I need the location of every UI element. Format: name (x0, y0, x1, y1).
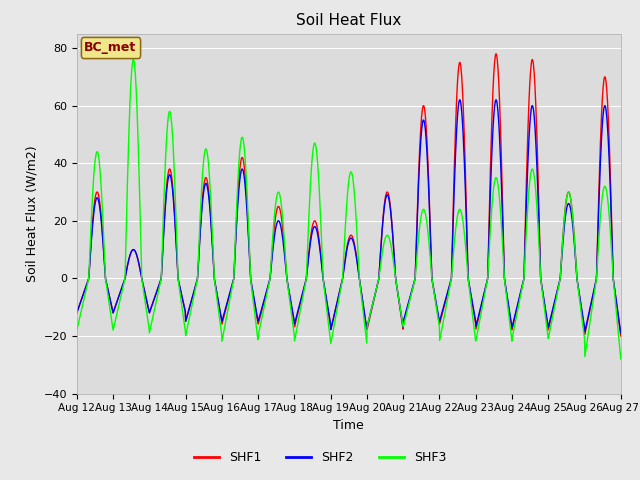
SHF3 (505, 310, 513, 316)
SHF1 (194, 272, 202, 277)
Legend: BC_met: BC_met (81, 37, 140, 58)
SHF3 (130, 57, 138, 62)
SHF2 (617, 330, 625, 336)
Title: Soil Heat Flux: Soil Heat Flux (296, 13, 401, 28)
SHF1 (73, 310, 81, 316)
SHF2 (433, 305, 441, 311)
SHF2 (180, 305, 188, 311)
SHF3 (553, 294, 561, 300)
SHF3 (73, 327, 81, 333)
SHF1 (505, 304, 513, 310)
SHF1 (255, 320, 262, 325)
SHF1 (492, 51, 500, 57)
SHF1 (433, 307, 441, 313)
SHF2 (492, 97, 500, 103)
SHF2 (73, 310, 81, 316)
SHF1 (553, 291, 561, 297)
SHF2 (505, 302, 513, 308)
SHF3 (255, 329, 263, 335)
Line: SHF2: SHF2 (77, 100, 621, 333)
SHF3 (181, 325, 189, 331)
SHF2 (553, 291, 561, 297)
SHF1 (617, 333, 625, 339)
SHF2 (255, 317, 262, 323)
SHF2 (194, 272, 202, 277)
Legend: SHF1, SHF2, SHF3: SHF1, SHF2, SHF3 (189, 446, 451, 469)
Line: SHF3: SHF3 (77, 60, 621, 359)
Line: SHF1: SHF1 (77, 54, 621, 336)
SHF3 (195, 261, 202, 267)
SHF3 (617, 356, 625, 362)
SHF3 (434, 312, 442, 317)
X-axis label: Time: Time (333, 419, 364, 432)
Y-axis label: Soil Heat Flux (W/m2): Soil Heat Flux (W/m2) (25, 145, 38, 282)
SHF1 (180, 305, 188, 311)
